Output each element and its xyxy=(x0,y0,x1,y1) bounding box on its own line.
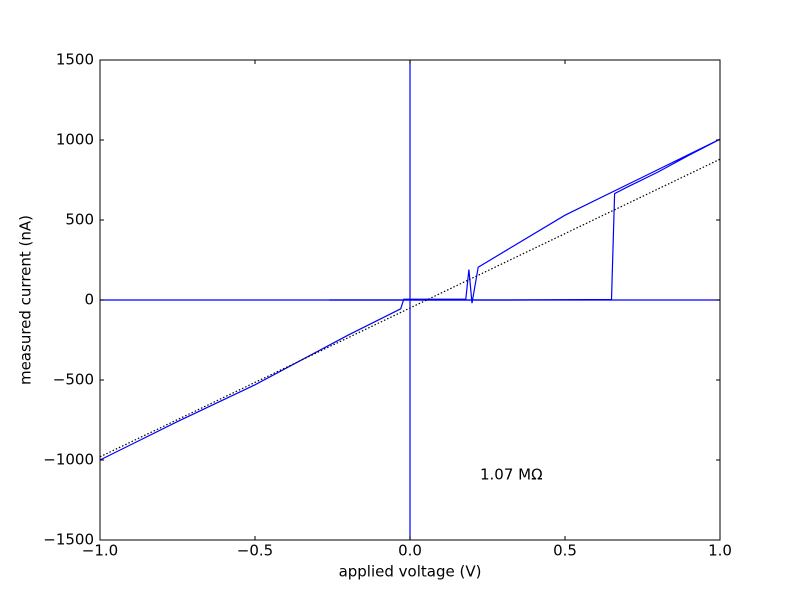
y-tick-label: 0 xyxy=(84,291,94,309)
y-tick-label: −1500 xyxy=(43,531,94,549)
y-axis-label: measured current (nA) xyxy=(17,215,35,385)
x-tick-label: 1.0 xyxy=(708,542,732,560)
series-line xyxy=(99,138,721,461)
y-tick-label: −1000 xyxy=(43,451,94,469)
annotation: 1.07 MΩ xyxy=(480,466,543,484)
x-tick-label: 0.5 xyxy=(553,542,577,560)
x-tick-label: 0.0 xyxy=(398,542,422,560)
y-tick-label: 1000 xyxy=(56,131,94,149)
series-line xyxy=(99,158,721,458)
x-tick-label: −0.5 xyxy=(237,542,273,560)
y-tick-label: 1500 xyxy=(56,51,94,69)
x-tick-label: −1.0 xyxy=(82,542,118,560)
x-axis-label: applied voltage (V) xyxy=(339,563,482,581)
y-tick-label: 500 xyxy=(65,211,94,229)
plot xyxy=(99,60,721,540)
y-tick-label: −500 xyxy=(53,371,94,389)
